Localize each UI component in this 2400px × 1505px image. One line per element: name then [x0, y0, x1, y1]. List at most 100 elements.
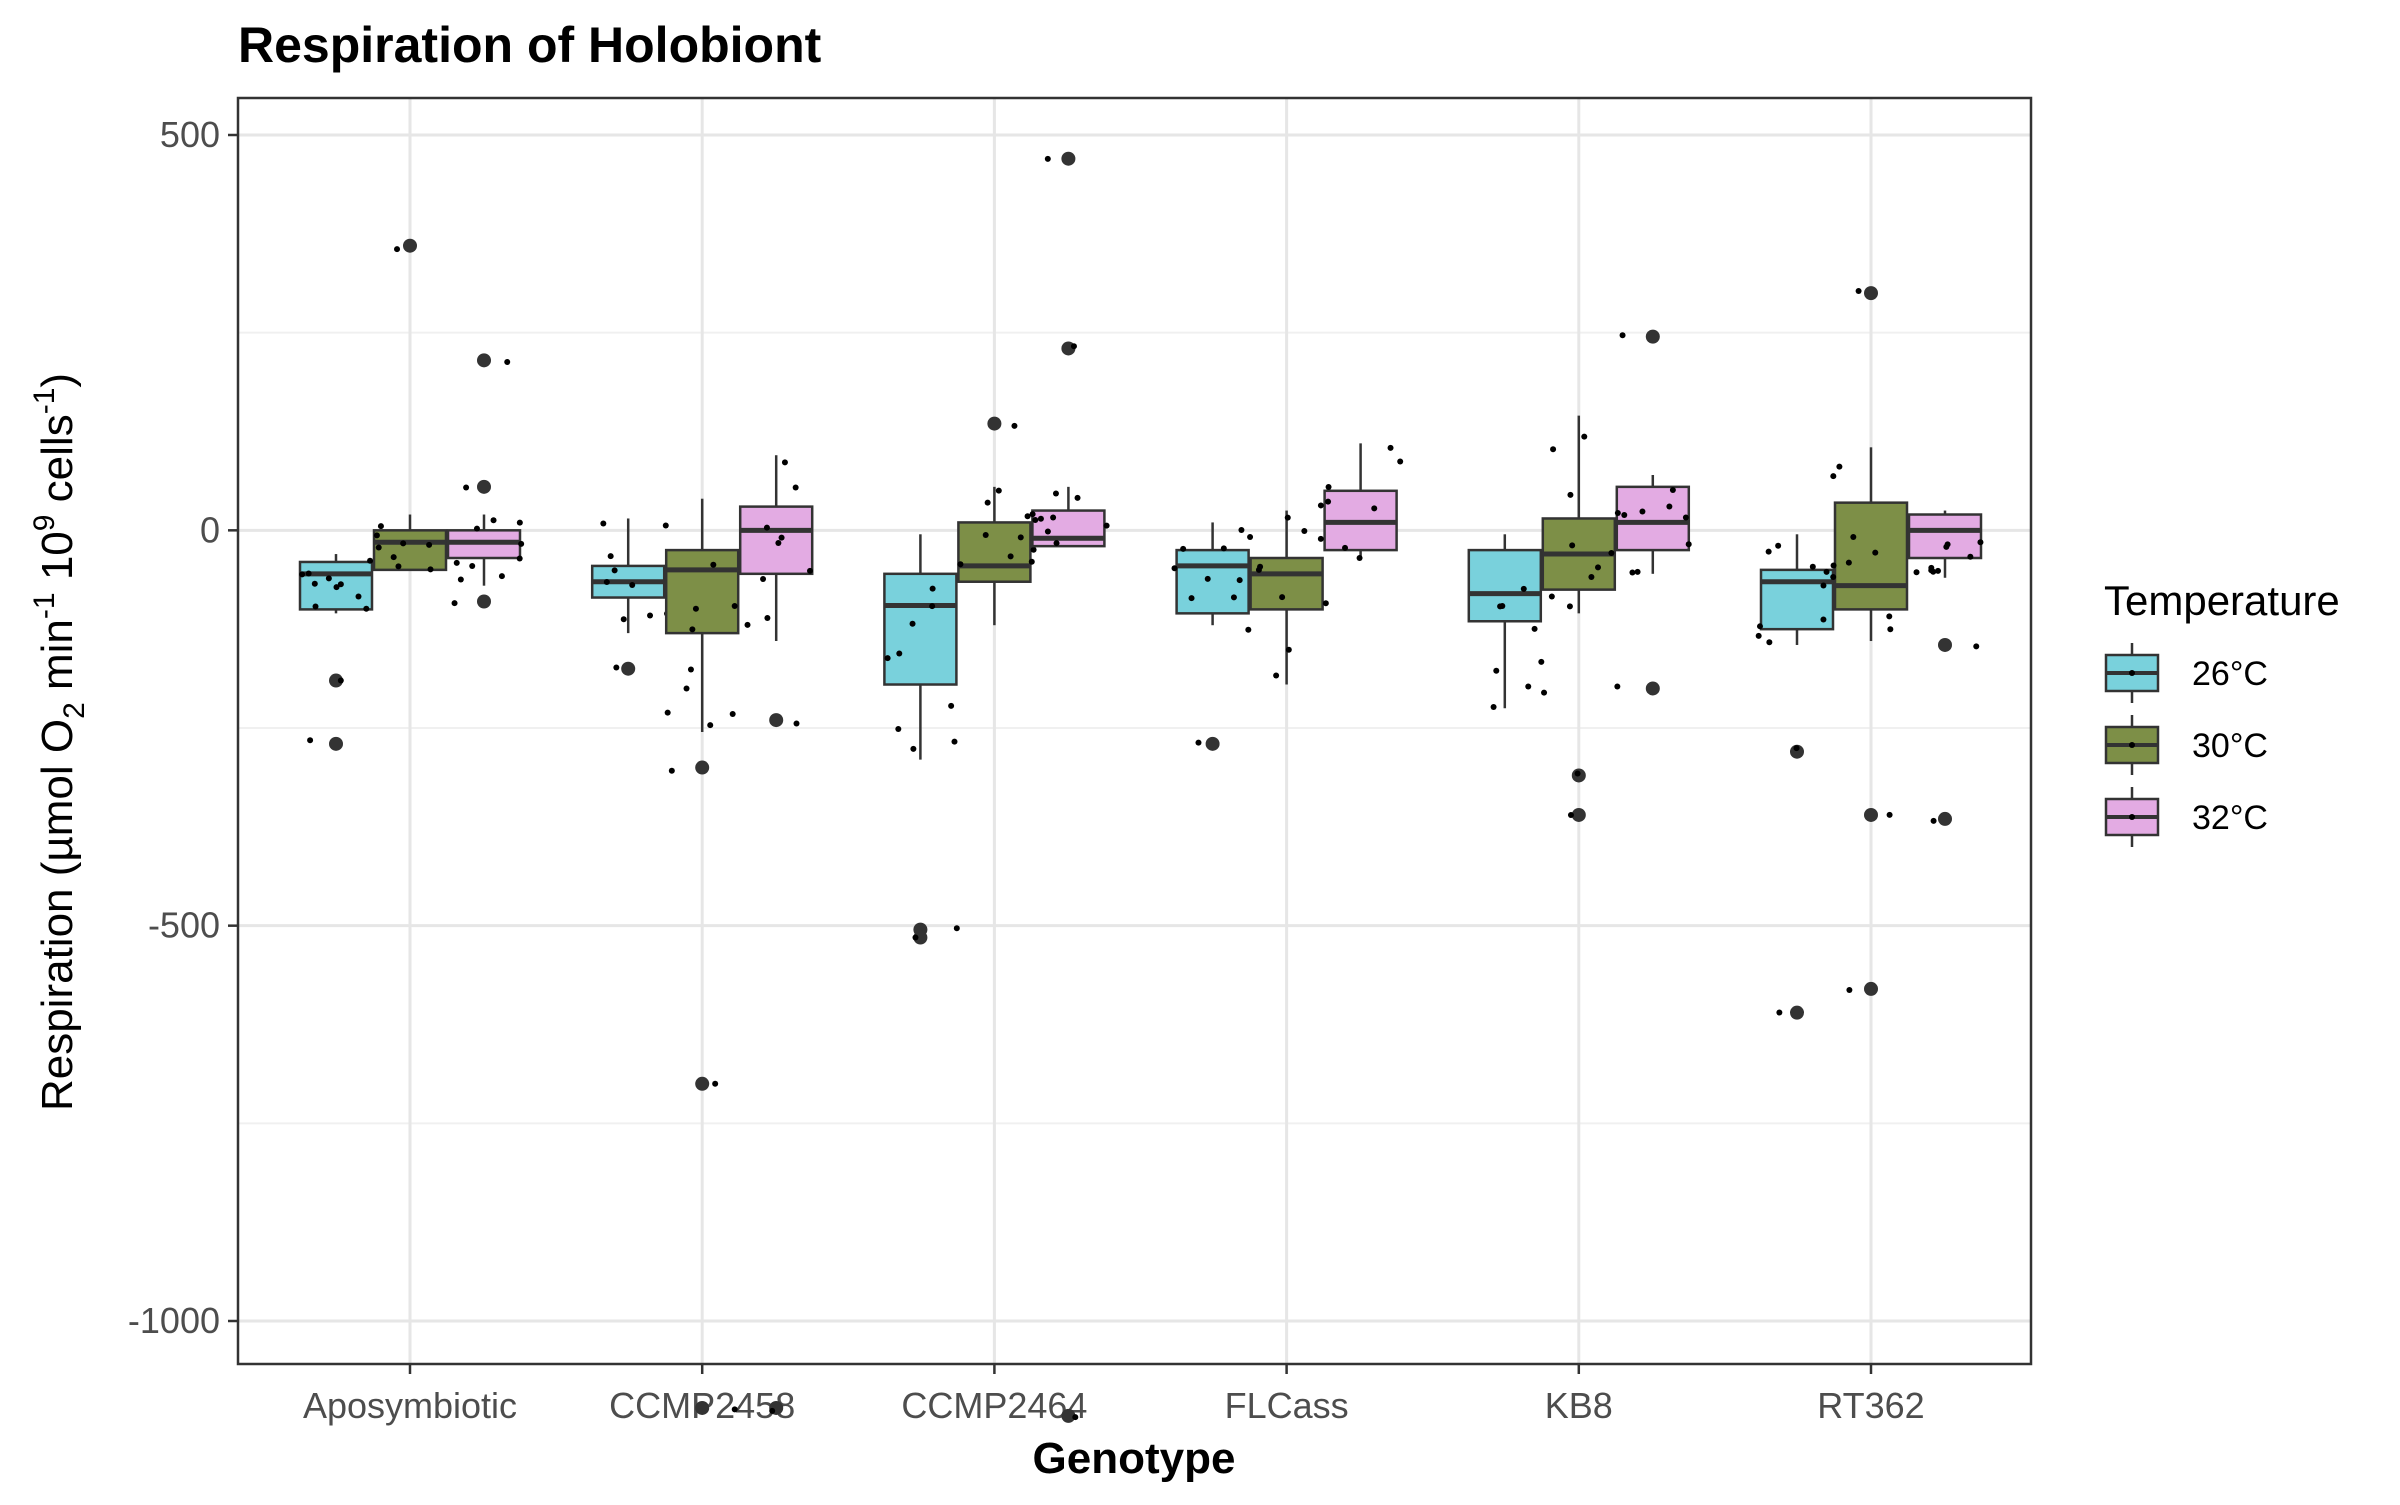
jitter-point: [1493, 667, 1500, 674]
jitter-point: [337, 677, 344, 684]
jitter-point: [1171, 565, 1178, 572]
legend-label: 30°C: [2192, 727, 2268, 765]
jitter-point: [1257, 563, 1264, 570]
jitter-point: [712, 1080, 719, 1087]
box-RT362-26°C: [1755, 534, 1835, 1020]
jitter-point: [710, 561, 717, 568]
jitter-point: [1614, 509, 1621, 516]
jitter-point: [895, 725, 902, 732]
jitter-point: [953, 925, 960, 932]
jitter-point: [490, 517, 497, 524]
chart-title: Respiration of Holobiont: [238, 17, 822, 73]
jitter-point: [1204, 575, 1211, 582]
jitter-point: [729, 710, 736, 717]
jitter-point: [912, 934, 919, 941]
jitter-point: [909, 620, 916, 627]
legend-key-dot: [2129, 814, 2135, 820]
box-body: [883, 572, 958, 686]
jitter-point: [948, 702, 955, 709]
y-axis-title-end: ): [33, 373, 82, 388]
jitter-point: [375, 544, 382, 551]
jitter-point: [600, 520, 607, 527]
jitter-point: [1032, 516, 1039, 523]
jitter-point: [662, 522, 669, 529]
jitter-point: [1639, 508, 1646, 515]
jitter-point: [426, 541, 433, 548]
jitter-point: [995, 487, 1002, 494]
jitter-point: [1525, 683, 1532, 690]
outlier-point: [1864, 981, 1878, 996]
box-FLCass-32°C: [1317, 443, 1404, 561]
jitter-point: [1195, 739, 1202, 746]
jitter-point: [1973, 643, 1980, 650]
jitter-point: [1550, 446, 1557, 453]
jitter-point: [1238, 526, 1245, 533]
jitter-point: [451, 600, 458, 607]
box-CCMP2458-32°C: [738, 455, 814, 1415]
jitter-point: [793, 720, 800, 727]
jitter-point: [603, 579, 610, 586]
jitter-point: [763, 524, 770, 531]
jitter-point: [1325, 483, 1332, 490]
legend-label: 32°C: [2192, 799, 2268, 837]
box-KB8-26°C: [1467, 534, 1548, 711]
jitter-point: [457, 576, 464, 583]
jitter-point: [760, 576, 767, 583]
jitter-point: [1273, 672, 1280, 679]
jitter-point: [1765, 548, 1772, 555]
outlier-point: [695, 1076, 710, 1091]
jitter-point: [473, 525, 480, 532]
outlier-point: [1790, 1005, 1804, 1020]
jitter-point: [1007, 553, 1014, 560]
jitter-point: [1872, 549, 1879, 556]
y-tick-label: -500: [148, 905, 220, 946]
jitter-point: [333, 584, 340, 591]
jitter-point: [1621, 511, 1628, 518]
jitter-point: [683, 685, 690, 692]
jitter-point: [1070, 343, 1077, 350]
jitter-point: [307, 737, 314, 744]
jitter-point: [1387, 444, 1394, 451]
legend-entry-30°C: 30°C: [2104, 715, 2268, 775]
box-body: [957, 521, 1032, 583]
jitter-point: [1074, 494, 1081, 501]
box-CCMP2464-26°C: [883, 534, 960, 945]
jitter-point: [1284, 514, 1291, 521]
legend-title: Temperature: [2104, 577, 2340, 624]
outlier-point: [1938, 637, 1952, 652]
jitter-point: [1935, 567, 1942, 574]
outlier-point: [1864, 286, 1878, 301]
jitter-point: [1180, 545, 1187, 552]
jitter-point: [1356, 554, 1363, 561]
jitter-point: [1581, 433, 1588, 440]
y-axis-title-main: Respiration (µmol O: [33, 719, 82, 1111]
jitter-point: [1520, 585, 1527, 592]
jitter-point: [1629, 569, 1636, 576]
jitter-point: [1072, 1414, 1079, 1421]
outlier-point: [695, 1400, 710, 1415]
y-axis-title-mid3: cells: [33, 414, 82, 514]
jitter-point: [707, 722, 714, 729]
jitter-point: [1567, 491, 1574, 498]
jitter-point: [1301, 528, 1308, 535]
jitter-point: [1823, 568, 1830, 575]
y-axis-title-sup1: -1: [28, 592, 61, 619]
jitter-point: [299, 571, 306, 578]
jitter-point: [929, 585, 936, 592]
jitter-point: [1850, 534, 1857, 541]
jitter-point: [1052, 490, 1059, 497]
legend-entry-32°C: 32°C: [2104, 787, 2268, 847]
jitter-point: [1755, 632, 1762, 639]
outlier-point: [477, 594, 491, 609]
jitter-point: [427, 566, 434, 573]
jitter-point: [305, 570, 312, 577]
jitter-point: [1836, 463, 1843, 470]
jitter-point: [629, 582, 636, 589]
legend-key-dot: [2129, 742, 2135, 748]
jitter-point: [781, 459, 788, 466]
jitter-point: [1567, 812, 1574, 819]
x-tick-label: CCMP2464: [901, 1385, 1087, 1426]
legend-label: 26°C: [2192, 655, 2268, 693]
jitter-point: [1846, 986, 1853, 993]
